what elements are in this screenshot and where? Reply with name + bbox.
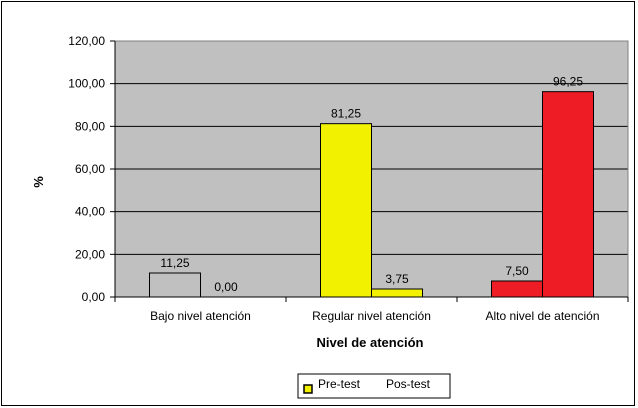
x-tick-label: Bajo nivel atención [150,309,251,323]
bar-pos-test-2 [371,288,423,298]
bars [149,91,594,298]
legend: Pre-test Pos-test [297,373,451,399]
bar-pre-test-2 [320,123,372,298]
data-label: 96,25 [553,75,583,89]
data-label: 81,25 [331,107,361,121]
y-tick-label: 0,00 [82,290,106,304]
data-label: 7,50 [505,264,529,278]
x-tick-label: Alto nivel de atención [485,309,599,323]
y-axis-label: % [31,176,46,188]
bar-pre-test-3 [491,280,543,298]
y-tick-label: 20,00 [75,247,105,261]
bar-pre-test-1 [149,272,201,298]
data-label: 0,00 [214,280,238,294]
legend-entry-pre-test: Pre-test [318,377,361,391]
y-tick-label: 120,00 [68,34,105,48]
x-axis: Bajo nivel atención Regular nivel atenció… [114,297,629,323]
legend-box [297,373,451,399]
legend-entry-pos-test: Pos-test [386,377,431,391]
data-labels: 11,25 0,00 81,25 3,75 7,50 96,25 [160,75,583,294]
y-tick-label: 40,00 [75,205,105,219]
bar-pos-test-3 [542,91,594,298]
y-tick-label: 80,00 [75,119,105,133]
y-tick-label: 100,00 [68,77,105,91]
data-label: 3,75 [385,272,409,286]
x-axis-label: Nivel de atención [317,335,424,350]
y-tick-label: 60,00 [75,162,105,176]
data-label: 11,25 [160,256,189,270]
legend-swatch-pre-test [303,384,313,394]
y-axis: 0,00 20,00 40,00 60,00 80,00 100,00 120,00 [68,34,628,304]
x-tick-label: Regular nivel atención [312,309,431,323]
